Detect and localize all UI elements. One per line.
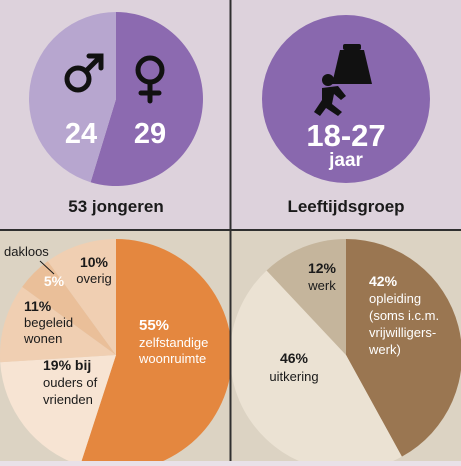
gender-caption: 53 jongeren [68, 197, 163, 216]
opleiding-line1: opleiding [369, 291, 421, 306]
werk-pct: 12% [308, 260, 337, 276]
gender-pie [28, 11, 203, 186]
zelf-line2: woonruimte [138, 351, 206, 366]
ouders-line3: vrienden [43, 392, 93, 407]
begeleid-pct: 11% [24, 298, 52, 314]
werk-label: werk [307, 278, 336, 293]
opleiding-pct: 42% [369, 273, 398, 289]
activity-slice-werk [266, 238, 346, 355]
male-count: 24 [65, 118, 97, 150]
housing-slice-dakloos [22, 261, 116, 355]
dakloos-leader-line [39, 260, 55, 275]
opleiding-line4: werk) [368, 342, 401, 357]
overig-pct: 10% [80, 254, 109, 270]
female-count: 29 [134, 118, 166, 150]
zelf-pct: 55% [139, 317, 169, 334]
age-circle [262, 15, 430, 183]
uitkering-label: uitkering [269, 369, 318, 384]
dakloos-label: dakloos [4, 244, 49, 259]
activity-slice-opleiding [346, 239, 461, 457]
person-carrying-bag-icon [314, 44, 372, 116]
age-unit: jaar [328, 150, 363, 171]
housing-slice-ouders [0, 355, 116, 466]
ouders-line1: 19% bij [43, 357, 91, 373]
housing-pie [0, 239, 232, 466]
male-symbol-icon [64, 53, 104, 93]
ouders-line2: ouders of [43, 375, 98, 390]
overig-label: overig [76, 271, 111, 286]
housing-slice-begeleid [0, 286, 117, 363]
activity-slice-uitkering [230, 270, 402, 466]
age-caption: Leeftijdsgroep [287, 197, 404, 216]
gender-slice-female [90, 12, 203, 186]
activity-pie [230, 238, 461, 466]
uitkering-pct: 46% [280, 350, 309, 366]
zelf-line1: zelfstandige [139, 335, 208, 350]
housing-slice-zelfstandige [80, 239, 232, 466]
age-range: 18-27 [306, 118, 385, 153]
dakloos-pct: 5% [44, 273, 65, 289]
opleiding-line2: (soms i.c.m. [369, 308, 439, 323]
begeleid-line1: begeleid [24, 315, 73, 330]
opleiding-line3: vrijwilligers- [369, 325, 436, 340]
housing-slice-overig [47, 239, 116, 355]
female-symbol-icon [135, 55, 165, 104]
age-disc [262, 15, 430, 183]
begeleid-line2: wonen [23, 331, 62, 346]
